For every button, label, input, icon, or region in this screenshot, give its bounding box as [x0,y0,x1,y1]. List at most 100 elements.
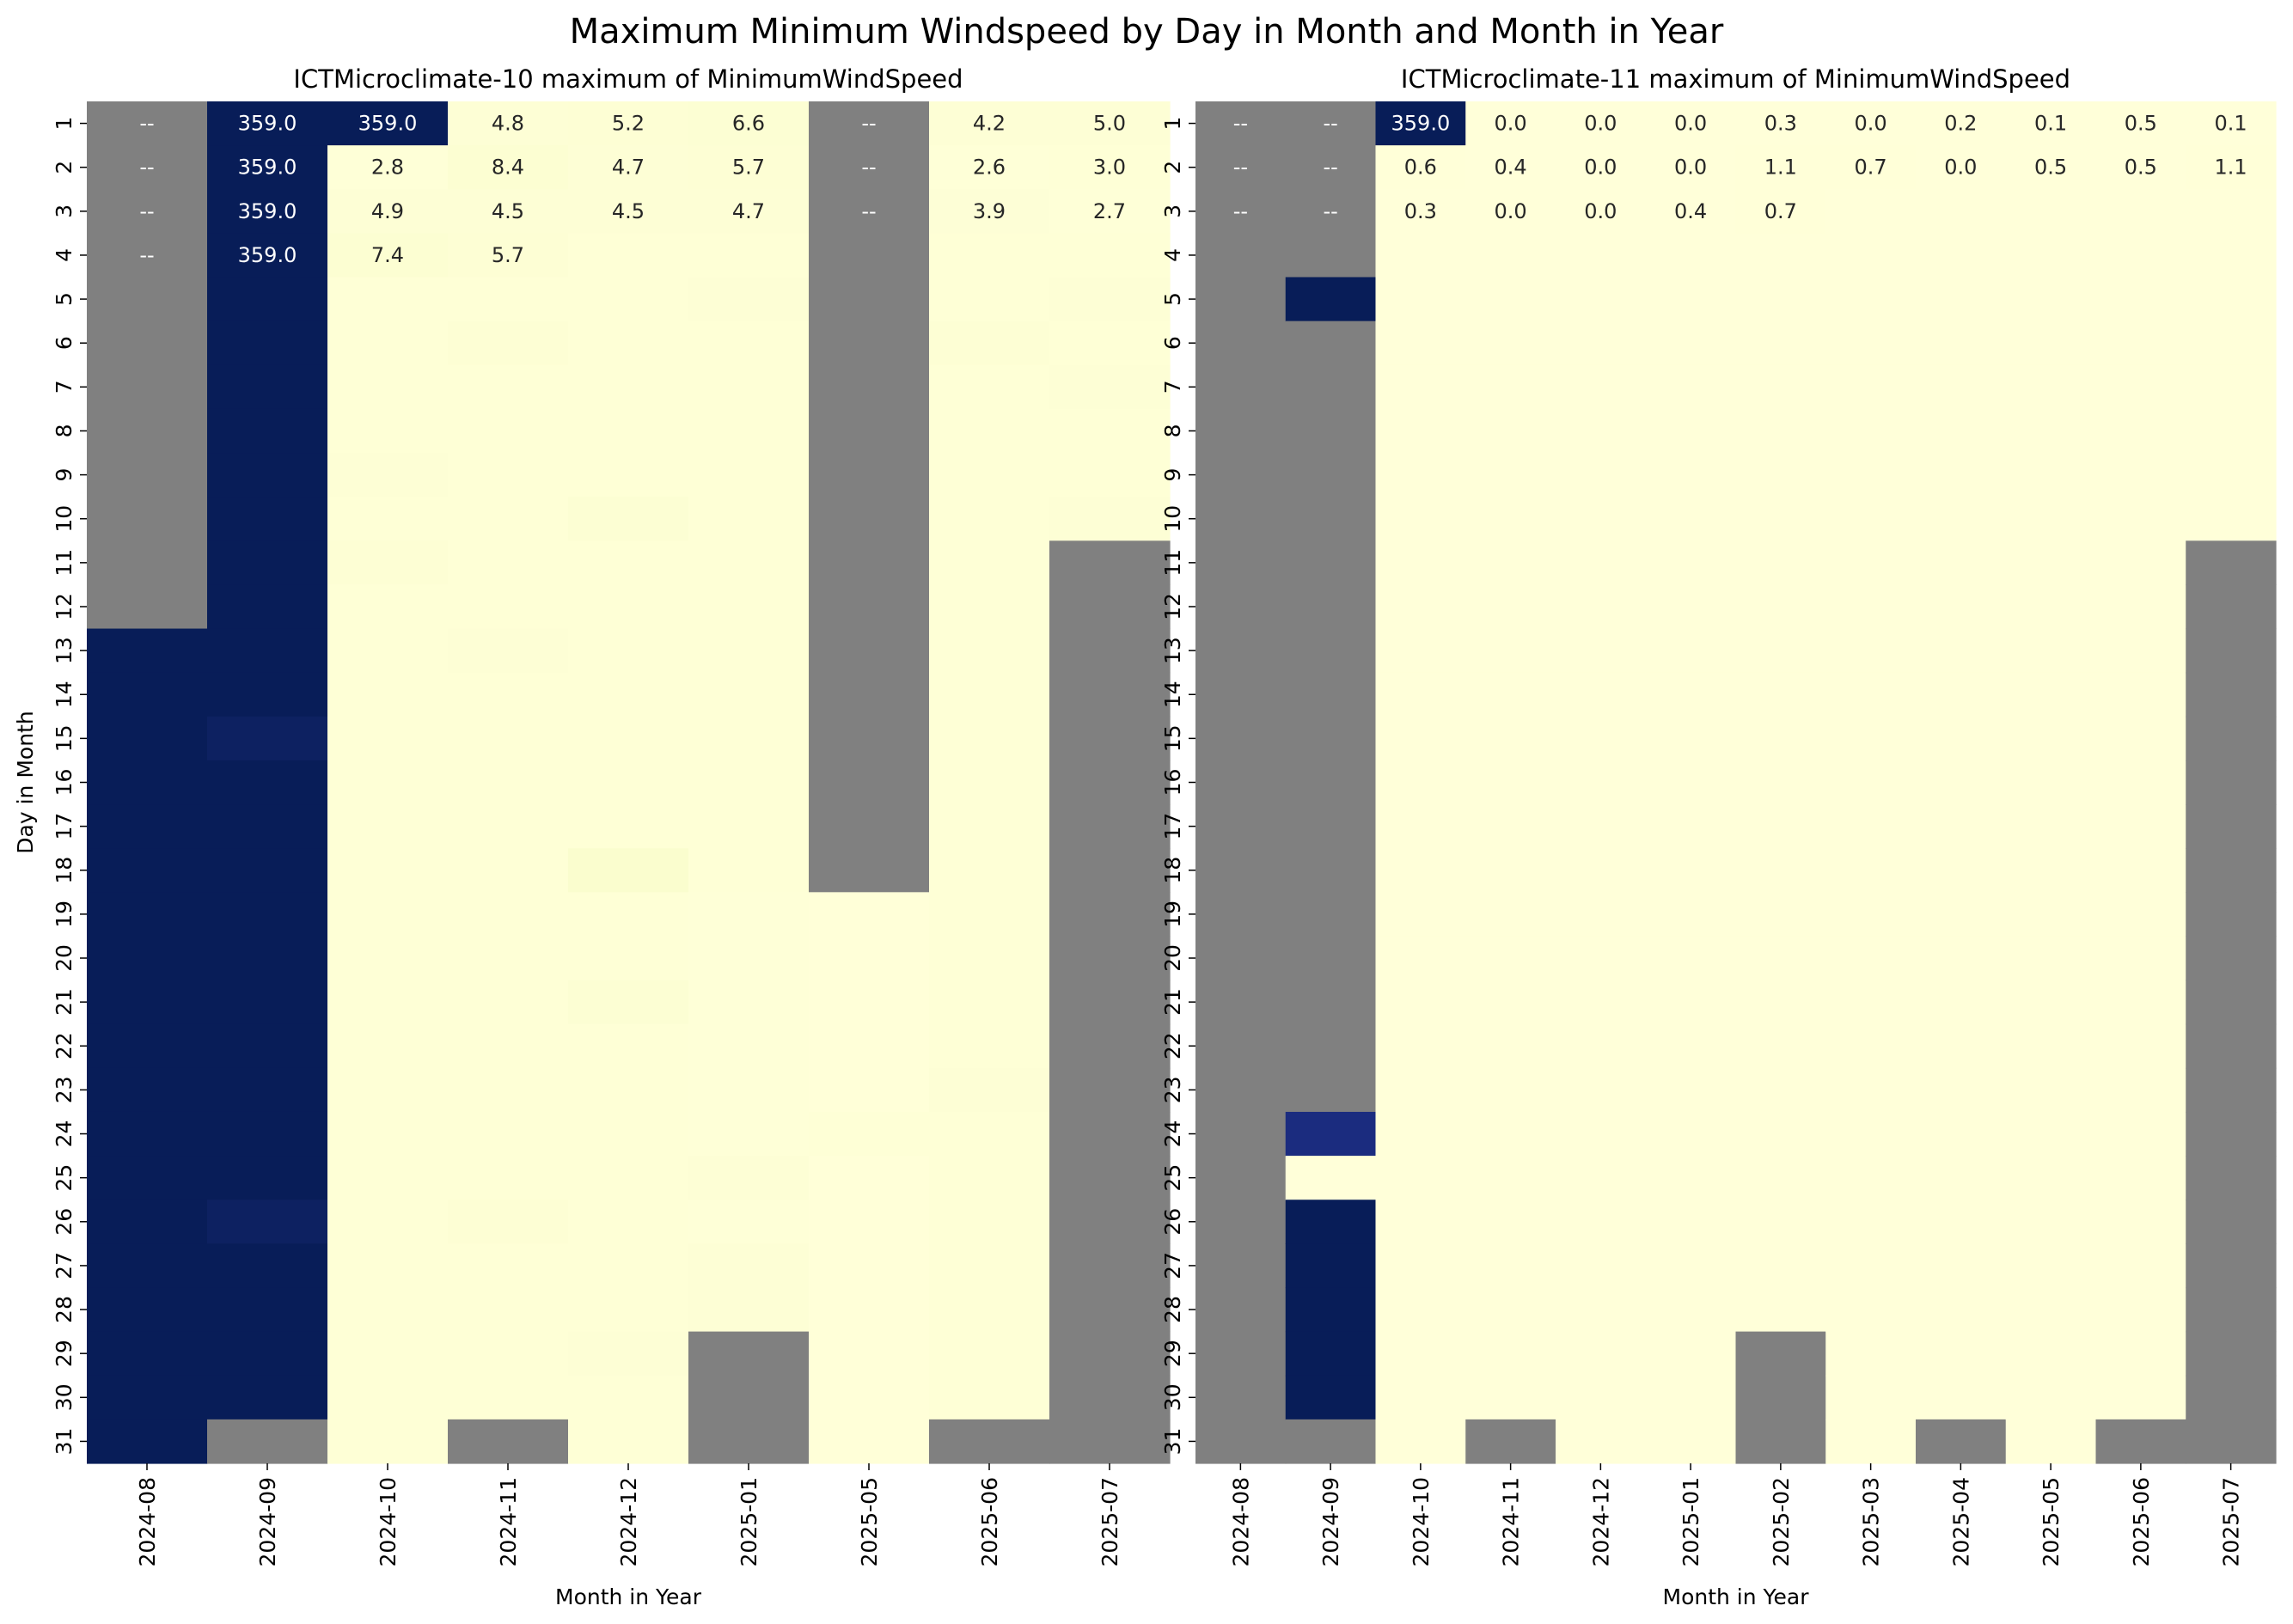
heatmap-cell [929,497,1050,541]
heatmap-cell [2186,584,2277,630]
heatmap-cell [929,804,1050,849]
heatmap-cell [2005,1375,2097,1420]
heatmap-cell [1645,1419,1737,1464]
heatmap-cell [2005,364,2097,410]
heatmap-cell [1645,1243,1737,1289]
heatmap-cell [929,1331,1050,1377]
heatmap-cell [1465,804,1556,849]
y-tick-label: 6 [52,336,76,350]
heatmap-cell [809,848,930,893]
heatmap-cell [1825,848,1917,893]
heatmap-cell [1465,584,1556,630]
y-tick-label: 27 [52,1252,76,1279]
heatmap-cell [1285,1023,1377,1069]
x-tick-label: 2025-01 [1678,1477,1703,1566]
heatmap-cell [568,101,689,146]
heatmap-cell [2095,497,2186,541]
heatmap-cell [1285,628,1377,674]
heatmap-cell [1735,1243,1826,1289]
heatmap-cell [1049,1419,1171,1464]
cell-label: 0.4 [1495,156,1527,180]
cell-label: -- [139,243,154,267]
heatmap-cell [1049,1375,1171,1420]
heatmap-cell [1375,804,1466,849]
cell-label: 0.6 [1404,156,1437,180]
heatmap-cell [207,760,328,805]
heatmap-cell [1645,1111,1737,1157]
heatmap-cell [1285,101,1377,146]
y-tick-label: 10 [1160,505,1185,533]
heatmap-cell [568,848,689,893]
heatmap-cell [2095,804,2186,849]
heatmap-cell [87,1287,208,1333]
heatmap-cell [1645,804,1737,849]
heatmap-cell [1556,672,1647,717]
heatmap-cell [327,936,449,981]
heatmap-cell [1916,892,2007,937]
heatmap-cell [1375,1331,1466,1377]
heatmap-cell [1195,584,1287,630]
heatmap-cell [929,892,1050,937]
heatmap-cell [1645,101,1737,146]
heatmap-cell [1049,1331,1171,1377]
heatmap-cell [809,101,930,146]
y-tick-label: 30 [52,1383,76,1411]
heatmap-cell [568,760,689,805]
heatmap-cell [448,760,569,805]
heatmap-cell [448,1287,569,1333]
cell-label: -- [861,112,876,136]
heatmap-cell [1825,497,1917,541]
y-tick-label: 22 [1160,1032,1185,1059]
heatmap-cell [1195,1419,1287,1464]
cell-label: 0.0 [1584,199,1617,223]
heatmap-cell [87,1375,208,1420]
heatmap-cell [1645,760,1737,805]
heatmap-cell [929,145,1050,190]
heatmap-cell [327,1375,449,1420]
heatmap-cell [327,804,449,849]
heatmap-cell [1916,453,2007,498]
heatmap-cell [2005,321,2097,366]
heatmap-cell [2095,584,2186,630]
heatmap-cell [1195,277,1287,322]
heatmap-cell [1825,936,1917,981]
heatmap-cell [1285,1111,1377,1157]
cell-label: 4.9 [371,199,404,223]
cell-label: 359.0 [238,243,297,267]
heatmap-cell [2186,540,2277,586]
heatmap-cell [929,628,1050,674]
heatmap-cell [207,1156,328,1200]
heatmap-cell [568,1200,689,1244]
heatmap-cell [1465,1419,1556,1464]
heatmap-cell [327,1243,449,1289]
heatmap-cell [688,1375,810,1420]
heatmap-cell [1375,1375,1466,1420]
heatmap-cell [448,980,569,1025]
heatmap-cell [1916,1200,2007,1244]
y-tick-label: 2 [1160,161,1185,174]
heatmap-cell [1556,145,1647,190]
heatmap-cell [1916,716,2007,761]
heatmap-cell [2005,980,2097,1025]
heatmap-cell [1645,1067,1737,1113]
heatmap-cell [1375,145,1466,190]
heatmap-cell [688,804,810,849]
heatmap-cell [568,145,689,190]
cell-label: 6.6 [732,112,765,136]
heatmap-cell [1375,408,1466,454]
heatmap-cell [1645,1156,1737,1200]
heatmap-cell [1049,892,1171,937]
heatmap-cell [1285,716,1377,761]
heatmap-cell [1916,672,2007,717]
heatmap-cell [2186,1023,2277,1069]
cell-label: 0.5 [2034,156,2067,180]
heatmap-cell [2186,1111,2277,1157]
heatmap-cell [568,321,689,366]
heatmap-cell [2186,1156,2277,1200]
cell-label: 7.4 [371,243,404,267]
heatmap-cell [1049,1111,1171,1157]
heatmap-cell [929,1111,1050,1157]
heatmap-cell [1285,233,1377,278]
heatmap-cell [1556,980,1647,1025]
